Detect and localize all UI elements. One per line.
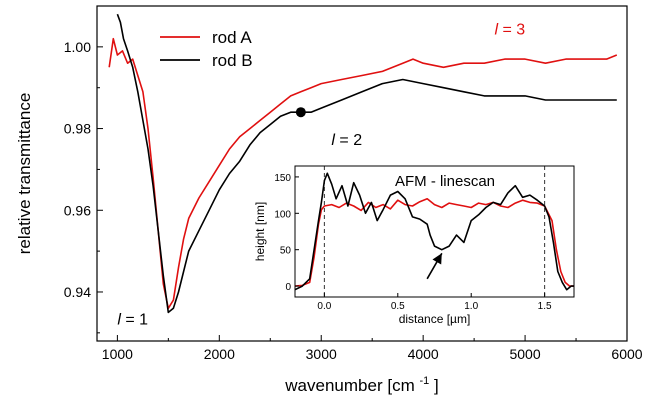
annotation-symbol: l [331,132,335,149]
series-line-1 [116,13,617,314]
inset-series-line-0 [294,198,574,287]
main-y-axis-title: relative transmittance [15,93,34,255]
main-x-axis-title-text: wavenumber [284,376,383,395]
annotation-text: = 2 [335,132,362,149]
inset-plot-frame [294,165,575,298]
inset-arrow [426,252,443,280]
inset-series-line-1 [294,172,574,291]
main-x-axis-title-unit: [cm [387,376,414,395]
main-y-axis: 0.94 0.96 0.98 1.00 [64,39,103,334]
series-line-0 [108,37,618,310]
inset-y-tick-label: 150 [274,173,291,184]
main-x-axis-title-exponent: -1 [419,375,429,387]
annotation-text: = 1 [121,312,148,329]
inset-x-tick-label: 1.5 [538,301,552,312]
inset-y-axis: 0 50 100 150 [274,173,299,293]
marker-point [295,107,306,118]
y-tick-label: 1.00 [64,39,91,55]
main-annotations: l = 3l = 2l = 1 [117,22,525,329]
y-tick-label: 0.94 [64,284,91,300]
inset-x-tick-label: 0.5 [391,301,405,312]
main-x-axis-title-close: ] [434,376,439,395]
main-plot-frame [96,5,628,342]
main-x-axis: 1000 2000 3000 4000 5000 6000 [102,335,643,362]
main-legend: rod A rod B [160,28,253,70]
inset-x-tick-label: 1.0 [464,301,478,312]
inset-x-tick-label: 0.0 [317,301,331,312]
inset-y-axis-title: height [nm] [253,202,267,261]
inset-x-axis: 0.0 0.5 1.0 1.5 [317,293,552,312]
main-chart: 1000 2000 3000 4000 5000 6000 0.940.960.981.0… [15,5,643,395]
x-tick-label: 5000 [509,346,540,362]
annotation-symbol: l [495,22,499,39]
main-marker-layer [295,107,306,118]
legend-label: rod B [212,51,253,70]
inset-dashed-lines [323,166,546,297]
inset-title: AFM - linescan [395,173,495,190]
inset-y-tick-label: 0 [285,282,291,293]
annotation-symbol: l [117,312,121,329]
y-tick-label: 0.96 [64,202,91,218]
inset-chart: 0.0 0.5 1.0 1.5 0 50 100 150 AFM - linescan di… [253,165,575,326]
annotation-text: = 3 [498,22,525,39]
inset-series-lines [294,172,574,291]
annotation: l = 3 [495,22,526,39]
x-tick-label: 1000 [102,346,133,362]
inset-x-axis-title: distance [µm] [399,312,471,326]
arrow-head [432,253,442,265]
x-tick-label: 2000 [204,346,235,362]
inset-y-tick-label: 100 [274,209,291,220]
annotation: l = 1 [117,312,148,329]
x-tick-label: 3000 [306,346,337,362]
legend-label: rod A [212,28,252,47]
annotation: l = 2 [331,132,362,149]
x-tick-label: 4000 [408,346,439,362]
inset-y-tick-label: 50 [280,246,292,257]
main-series-lines [108,13,618,314]
main-x-axis-title: wavenumber [cm -1 ] [284,369,438,395]
y-tick-label: 0.98 [64,121,91,137]
x-tick-label: 6000 [611,346,642,362]
